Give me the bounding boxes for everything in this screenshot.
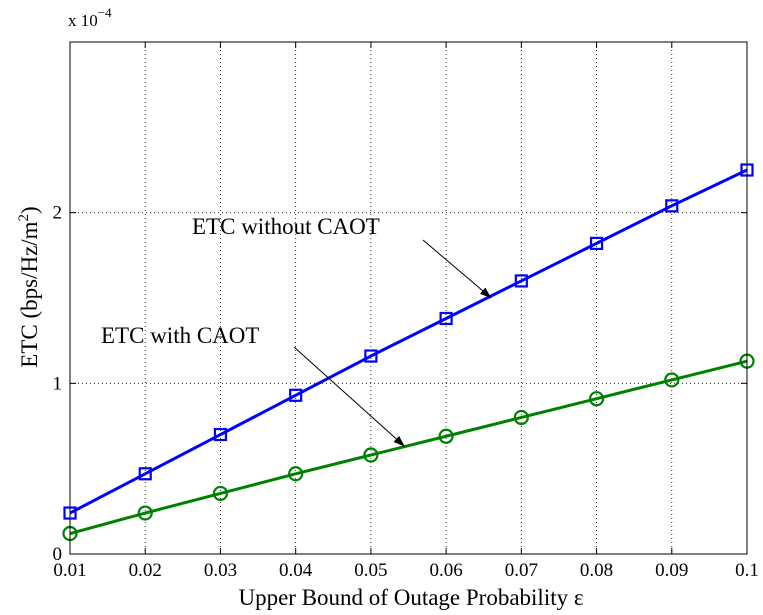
- circle-marker: [288, 466, 304, 482]
- y-tick-label: 1: [53, 373, 63, 394]
- square-marker: [665, 199, 679, 213]
- circle-marker: [588, 391, 605, 407]
- annotation-arrowhead: [393, 435, 405, 447]
- y-scale-multiplier: x 10−4: [68, 5, 112, 30]
- x-tick-label: 0.01: [53, 560, 86, 581]
- y-axis-label-close: ): [17, 206, 42, 214]
- y-axis-label: ETC (bps/Hz/m2): [16, 206, 42, 367]
- square-marker: [289, 388, 303, 402]
- y-tick-label: 2: [53, 203, 63, 224]
- annotation-without-caot: ETC without CAOT: [192, 214, 380, 239]
- annotation-with-caot: ETC with CAOT: [101, 323, 259, 348]
- series-lines: [69, 168, 748, 535]
- y-axis-label-main: ETC (bps/Hz/m: [17, 221, 42, 367]
- series-line-1: [69, 168, 748, 515]
- square-marker: [589, 236, 604, 250]
- y-scale-base: x 10: [68, 11, 98, 30]
- x-tick-label: 0.02: [129, 560, 162, 581]
- grid-lines: [70, 42, 747, 554]
- x-axis-label: Upper Bound of Outage Probability ε: [238, 585, 583, 610]
- annotation-arrow-line: [422, 239, 492, 299]
- circle-marker: [212, 485, 229, 502]
- y-scale-exponent: −4: [98, 5, 112, 20]
- series-markers: [62, 163, 755, 542]
- circle-marker: [363, 447, 379, 463]
- x-tick-label: 0.08: [580, 560, 613, 581]
- circle-marker: [513, 409, 529, 426]
- x-tick-label: 0.03: [204, 560, 237, 581]
- circle-marker: [664, 372, 680, 388]
- square-marker: [514, 274, 528, 288]
- square-marker: [364, 349, 378, 363]
- square-marker: [439, 311, 453, 326]
- y-axis-label-sup: 2: [16, 214, 32, 222]
- x-tick-label: 0.07: [505, 560, 538, 581]
- x-tick-label: 0.06: [429, 560, 462, 581]
- annotation-arrowhead: [479, 287, 492, 298]
- square-marker: [138, 467, 152, 481]
- series-line-2: [69, 359, 748, 535]
- axis-ticks: 0.01 0.02 0.03 0.04 0.05 0.06 0.07 0.08 0.09 0.1 0…: [53, 41, 759, 581]
- y-tick-label: 0: [53, 544, 63, 565]
- annotation-arrow-line: [293, 346, 406, 447]
- annotations: ETC without CAOT ETC with CAOT: [101, 214, 492, 447]
- x-tick-label: 0.1: [735, 560, 759, 581]
- x-tick-label: 0.04: [279, 560, 313, 581]
- x-tick-label: 0.05: [354, 560, 387, 581]
- plot-frame: [69, 41, 748, 555]
- circle-marker: [137, 505, 153, 521]
- x-tick-label: 0.09: [655, 560, 688, 581]
- square-marker: [213, 427, 228, 442]
- circle-marker: [438, 428, 454, 444]
